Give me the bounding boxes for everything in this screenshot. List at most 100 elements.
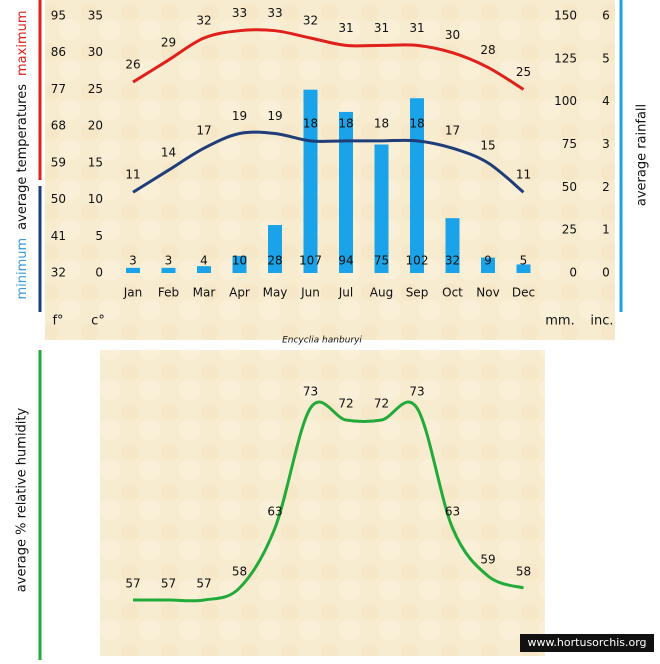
rain-bar xyxy=(374,144,389,273)
y-label-min: minimum xyxy=(15,238,30,300)
point-label: 18 xyxy=(338,116,353,130)
y-tick-label: 30 xyxy=(88,45,103,59)
rain-bar xyxy=(481,257,495,273)
point-label: 72 xyxy=(338,397,353,411)
y-label: average temperatures xyxy=(15,84,30,230)
point-label: 63 xyxy=(267,505,282,519)
x-tick-label: Feb xyxy=(158,286,179,300)
bottom-panel xyxy=(100,350,545,656)
rain-bar xyxy=(303,89,318,273)
point-label: 28 xyxy=(480,43,495,57)
humidity-line xyxy=(132,400,524,603)
y-tick-label: 25 xyxy=(88,82,103,96)
point-label: 31 xyxy=(374,21,389,35)
bar-label: 75 xyxy=(374,254,389,268)
bar-label: 3 xyxy=(165,254,173,268)
x-tick-label: May xyxy=(263,286,288,300)
point-label: 17 xyxy=(445,124,460,138)
f-tick-label: 59 xyxy=(51,155,66,169)
point-label: 15 xyxy=(480,138,495,152)
humidity-axis-title: average % relative humidity xyxy=(15,407,30,592)
f-tick-label: 68 xyxy=(51,119,66,133)
bar-label: 107 xyxy=(299,254,322,268)
point-label: 17 xyxy=(196,124,211,138)
point-label: 72 xyxy=(374,397,389,411)
chart-title: Encyclia hanburyi xyxy=(282,336,362,346)
point-label: 14 xyxy=(161,146,176,160)
footer-bg xyxy=(520,634,654,652)
y2-tick-label: 125 xyxy=(554,51,577,65)
y-tick-label: 5 xyxy=(95,229,103,243)
point-label: 57 xyxy=(125,577,140,591)
point-label: 57 xyxy=(196,577,211,591)
point-label: 29 xyxy=(161,36,176,50)
point-label: 57 xyxy=(161,577,176,591)
y3-tick-label: 1 xyxy=(602,223,610,237)
point-label: 31 xyxy=(338,21,353,35)
point-label: 73 xyxy=(409,385,424,399)
f-tick-label: 50 xyxy=(51,192,66,206)
y3-tick-label: 2 xyxy=(602,180,610,194)
point-label: 58 xyxy=(232,565,247,579)
x-tick-label: Oct xyxy=(442,286,463,300)
point-label: 11 xyxy=(125,168,140,182)
point-label: 32 xyxy=(196,14,211,28)
inch-unit: inc. xyxy=(590,314,613,329)
c-unit: c° xyxy=(91,314,105,329)
y-tick-label: 20 xyxy=(88,119,103,133)
footer: www.hortusorchis.org xyxy=(527,636,646,649)
y-tick-label: 35 xyxy=(88,9,103,23)
x-tick-label: Sep xyxy=(406,286,429,300)
point-label: 33 xyxy=(267,6,282,20)
point-label: 63 xyxy=(445,505,460,519)
bar-label: 102 xyxy=(406,254,429,268)
x-tick-label: Aug xyxy=(370,286,393,300)
y2-axis-title: average rainfall xyxy=(635,104,650,206)
rain-bar xyxy=(516,264,531,273)
y2-tick-label: 150 xyxy=(554,9,577,23)
point-label: 18 xyxy=(303,116,318,130)
x-tick-label: Apr xyxy=(229,286,250,300)
y3-tick-label: 0 xyxy=(602,266,610,280)
x-tick-label: Nov xyxy=(476,286,499,300)
f-tick-label: 95 xyxy=(51,9,66,23)
y-label-max: maximum xyxy=(15,10,30,76)
rain-bar xyxy=(445,218,460,273)
point-label: 25 xyxy=(516,65,531,79)
rain-bar xyxy=(126,267,140,273)
x-tick-label: Mar xyxy=(193,286,216,300)
f-tick-label: 86 xyxy=(51,45,66,59)
rain-bar xyxy=(268,225,282,273)
bar-label: 32 xyxy=(445,254,460,268)
point-label: 31 xyxy=(409,21,424,35)
point-label: 73 xyxy=(303,385,318,399)
bar-label: 3 xyxy=(129,254,137,268)
point-label: 19 xyxy=(232,109,247,123)
y2-tick-label: 100 xyxy=(554,94,577,108)
bar-label: 4 xyxy=(200,254,208,268)
x-tick-label: Jun xyxy=(300,286,320,300)
y-tick-label: 15 xyxy=(88,155,103,169)
f-tick-label: 41 xyxy=(51,229,66,243)
temp-line xyxy=(132,130,525,194)
f-tick-label: 77 xyxy=(51,82,66,96)
point-label: 26 xyxy=(125,58,140,72)
y2-tick-label: 50 xyxy=(562,180,577,194)
bar-label: 10 xyxy=(232,254,247,268)
f-tick-label: 32 xyxy=(51,266,66,280)
y3-tick-label: 6 xyxy=(602,9,610,23)
y3-tick-label: 4 xyxy=(602,94,610,108)
rain-bar xyxy=(197,266,211,273)
y-tick-label: 10 xyxy=(88,192,103,206)
point-label: 18 xyxy=(374,116,389,130)
bar-label: 94 xyxy=(338,254,353,268)
y-axis-title: minimum average temperatures maximum xyxy=(15,10,30,299)
point-label: 19 xyxy=(267,109,282,123)
f-unit: f° xyxy=(52,314,63,329)
point-label: 30 xyxy=(445,28,460,42)
y3-tick-label: 5 xyxy=(602,51,610,65)
point-label: 18 xyxy=(409,116,424,130)
point-label: 58 xyxy=(516,565,531,579)
y3-tick-label: 3 xyxy=(602,137,610,151)
